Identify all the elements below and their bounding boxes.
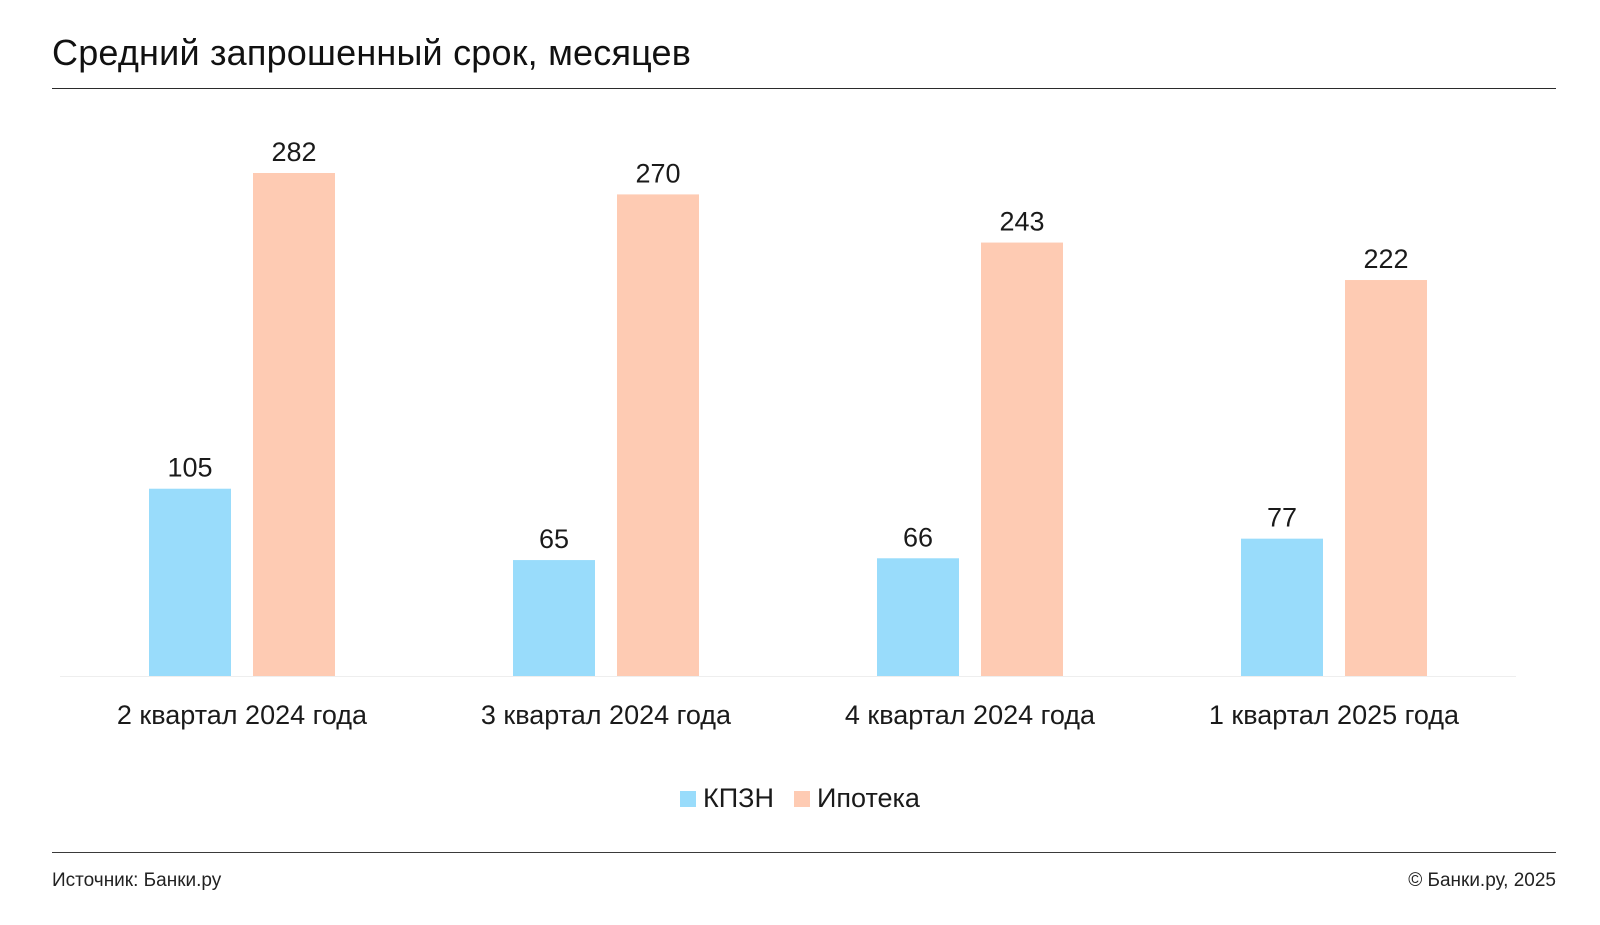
chart-title: Средний запрошенный срок, месяцев xyxy=(52,32,692,73)
bar-kpzn-4 xyxy=(1241,538,1323,676)
legend-item-mortgage: Ипотека xyxy=(794,783,920,814)
data-label-mortgage-4: 222 xyxy=(1363,244,1408,274)
bar-kpzn-3 xyxy=(877,558,959,676)
legend-label-kpzn: КПЗН xyxy=(703,783,774,813)
data-label-kpzn-2: 65 xyxy=(539,524,569,554)
data-label-kpzn-1: 105 xyxy=(167,453,212,483)
data-label-mortgage-1: 282 xyxy=(271,137,316,167)
title-divider xyxy=(52,88,1556,89)
bar-kpzn-1 xyxy=(149,488,231,676)
bar-mortgage-1 xyxy=(253,173,335,676)
legend-label-mortgage: Ипотека xyxy=(817,783,920,813)
data-label-kpzn-3: 66 xyxy=(903,522,933,552)
bar-mortgage-2 xyxy=(617,194,699,677)
legend-swatch-mortgage xyxy=(794,790,810,807)
legend-item-kpzn: КПЗН xyxy=(680,783,774,814)
x-tick-label-4: 1 квартал 2025 года xyxy=(1209,700,1460,730)
legend-swatch-kpzn xyxy=(680,790,697,807)
footer-divider xyxy=(52,852,1556,853)
data-label-kpzn-4: 77 xyxy=(1267,503,1297,533)
data-label-mortgage-3: 243 xyxy=(999,207,1044,237)
x-tick-label-2: 3 квартал 2024 года xyxy=(481,700,732,730)
bar-mortgage-3 xyxy=(981,242,1063,676)
chart-legend: КПЗН Ипотека xyxy=(0,783,1600,814)
source-note: Источник: Банки.ру xyxy=(52,870,222,891)
bar-mortgage-4 xyxy=(1345,280,1427,676)
data-label-mortgage-2: 270 xyxy=(635,158,680,188)
x-tick-label-1: 2 квартал 2024 года xyxy=(117,700,368,730)
bar-kpzn-2 xyxy=(513,560,595,676)
x-tick-label-3: 4 квартал 2024 года xyxy=(845,700,1096,730)
copyright-note: © Банки.ру, 2025 xyxy=(1408,870,1556,891)
